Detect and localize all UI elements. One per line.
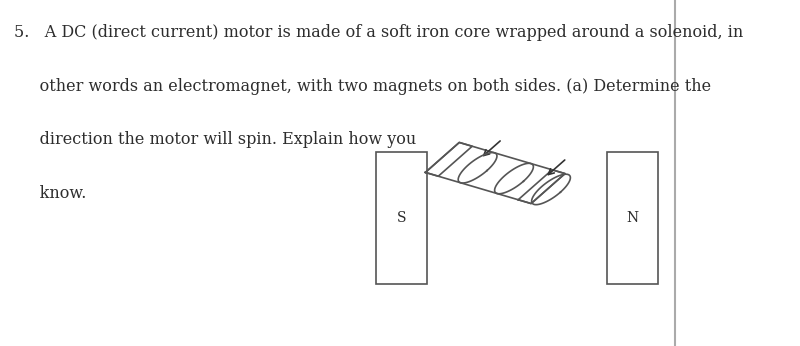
Text: know.: know. [14,185,86,202]
Text: 5.   A DC (direct current) motor is made of a soft iron core wrapped around a so: 5. A DC (direct current) motor is made o… [14,24,743,41]
Text: N: N [626,211,638,225]
Bar [377,152,427,284]
Text: S: S [397,211,406,225]
Text: direction the motor will spin. Explain how you: direction the motor will spin. Explain h… [14,131,416,148]
Bar [607,152,658,284]
Text: other words an electromagnet, with two magnets on both sides. (a) Determine the: other words an electromagnet, with two m… [14,78,710,95]
